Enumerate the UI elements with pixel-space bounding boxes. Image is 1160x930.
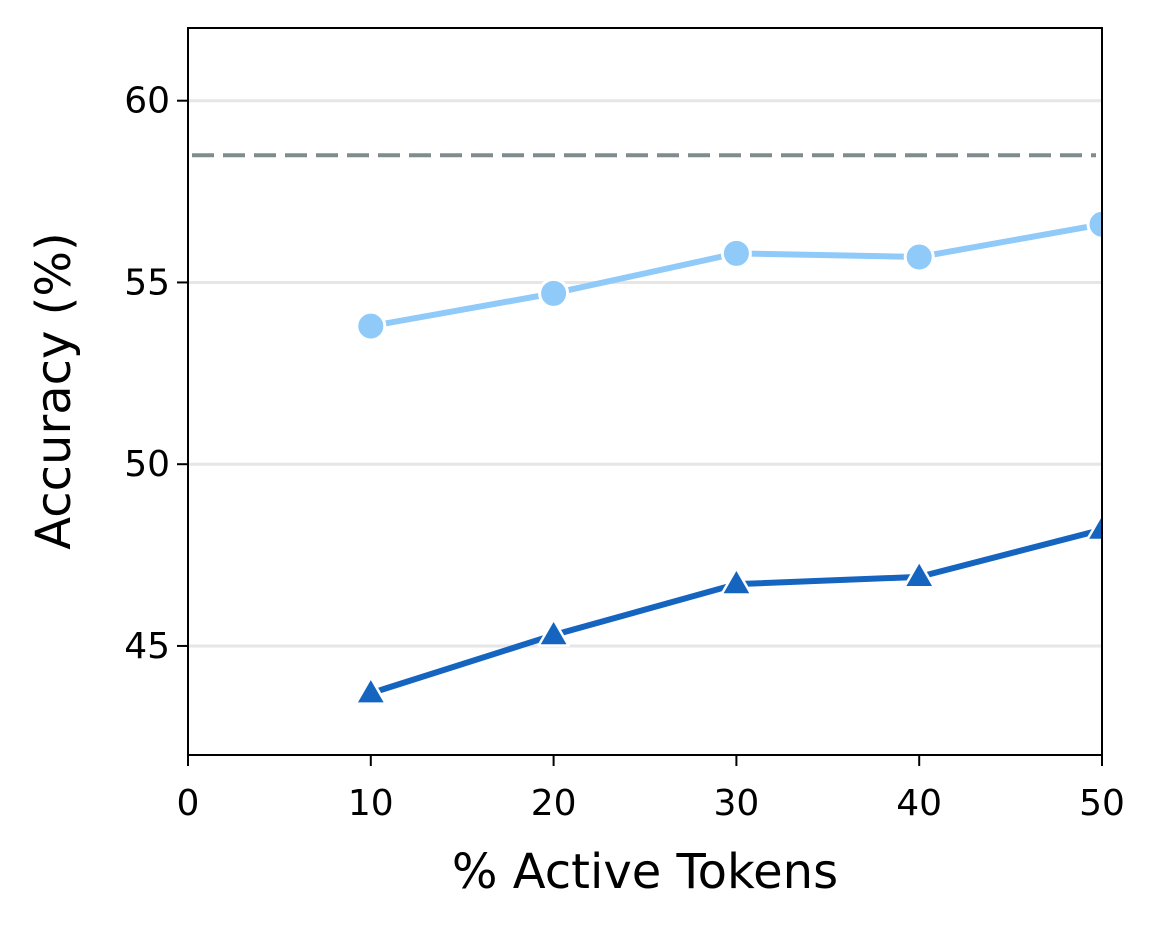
series-2-line [367,526,1102,697]
y-tick-label: 60 [124,81,170,122]
gridlines [188,99,1102,648]
plot-frame [187,27,1103,756]
y-tick-label: 45 [124,626,170,667]
series-2-point [537,618,570,647]
series-1-point [355,310,387,342]
y-tick-label: 50 [124,444,170,485]
y-tick-label: 55 [124,262,170,303]
series-2-point [354,676,388,705]
x-axis-title: % Active Tokens [452,844,838,900]
series-1-point [1086,208,1102,240]
x-tick-label: 40 [896,783,942,824]
series-layer [354,208,1102,705]
x-tick-label: 10 [348,783,394,824]
series-2-point [720,567,753,596]
ticks: 45 50 55 60 0 10 20 30 40 50 [124,81,1125,824]
series-2-point [902,560,936,589]
series-1-point [903,241,935,273]
x-tick-label: 0 [177,783,200,824]
x-tick-label: 20 [531,783,577,824]
y-axis-title: Accuracy (%) [26,232,82,549]
x-tick-label: 30 [713,783,759,824]
series-1-point [720,237,752,269]
series-1-point [538,277,570,309]
series-2-point [1085,512,1102,542]
x-tick-label: 50 [1079,783,1125,824]
